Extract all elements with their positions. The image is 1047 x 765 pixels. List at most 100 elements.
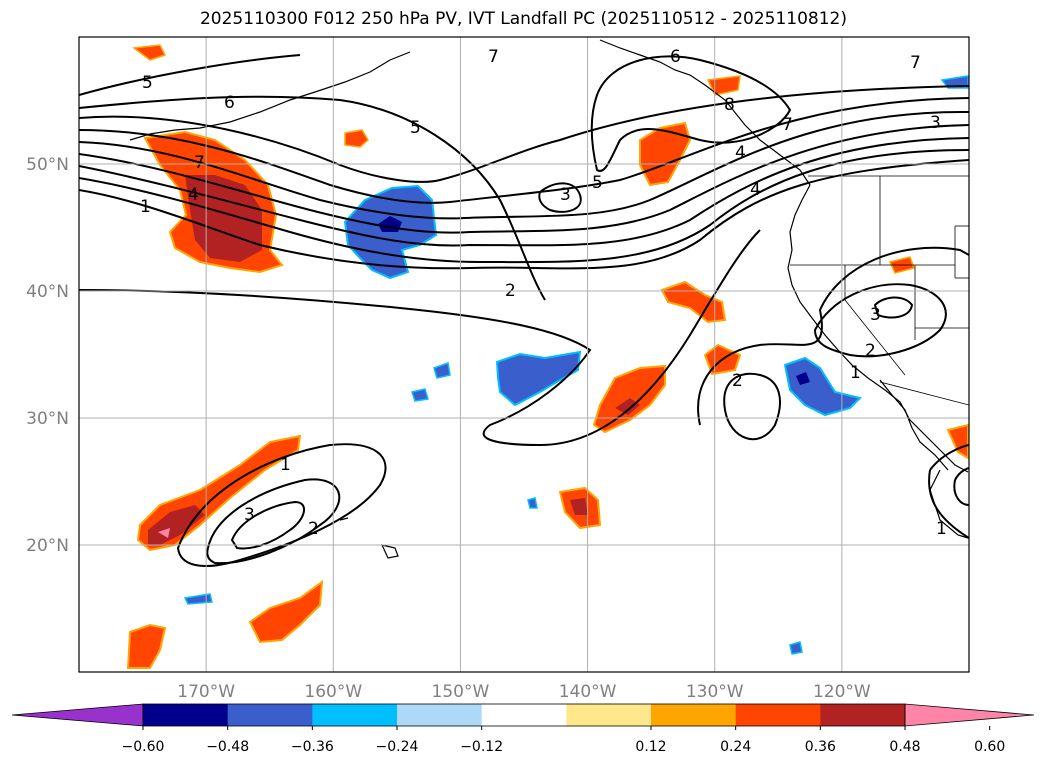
longitude-label: 150°W: [432, 682, 490, 702]
contour-label: 7: [194, 153, 205, 173]
map-frame: [78, 36, 970, 673]
contour-label: 2: [865, 341, 876, 361]
latitude-labels: 50°N 40°N 30°N 20°N: [26, 155, 69, 556]
longitude-label: 120°W: [813, 682, 871, 702]
colorbar-tick-label: 0.36: [805, 739, 836, 755]
contour-label: 4: [735, 143, 746, 163]
pv-positive-core: [615, 398, 640, 415]
colorbar-tick-label: −0.48: [206, 739, 249, 755]
colorbar-tick-label: 0.24: [720, 739, 751, 755]
pv-negative-region: [433, 361, 451, 379]
colorbar-outline: [142, 703, 906, 727]
colorbar-swatch: [566, 704, 652, 726]
contour-line: [813, 283, 947, 358]
contour-label: 1: [280, 455, 291, 475]
colorbar-swatch: [312, 704, 398, 726]
longitude-label: 140°W: [559, 682, 617, 702]
contour-line: [590, 55, 792, 172]
contour-line: [928, 444, 969, 539]
contour-line: [79, 124, 969, 234]
colorbar-swatch: [820, 704, 906, 726]
pv-negative-region: [411, 388, 429, 402]
colorbar-swatch: [143, 704, 229, 726]
map-panel: 5 6 7 4 1 5 7 6 8 7 3 7 4 4 3 5 2 3 2 1: [78, 36, 970, 673]
contour-labels: 5 6 7 4 1 5 7 6 8 7 3 7 4 4 3 5 2 3 2 1: [140, 47, 947, 539]
contour-line: [79, 137, 969, 247]
contour-label: 7: [488, 47, 499, 67]
longitude-label: 170°W: [177, 682, 235, 702]
contour-line: [79, 54, 301, 96]
longitude-label: 130°W: [686, 682, 744, 702]
colorbar-tick-label: 0.48: [889, 739, 920, 755]
contour-line: [79, 97, 969, 204]
contour-label: 2: [308, 519, 319, 539]
contour-label: 1: [936, 519, 947, 539]
colorbar-extend-high: [904, 703, 1035, 727]
colorbar-tick-label: −0.36: [291, 739, 334, 755]
state-border: [844, 299, 906, 376]
baja-coast: [879, 379, 949, 471]
contour-line: [79, 159, 969, 270]
alaska-mainland-coast: [599, 39, 811, 186]
contour-label: 5: [592, 173, 603, 193]
latitude-label: 20°N: [26, 536, 69, 556]
pv-positive-core: [185, 175, 262, 262]
pv-negative-region: [527, 497, 538, 509]
longitude-labels: 170°W 160°W 150°W 140°W 130°W 120°W: [177, 682, 871, 702]
contour-line: [723, 372, 781, 441]
contour-line: [230, 500, 305, 550]
contour-label: 1: [850, 363, 861, 383]
contour-line: [873, 296, 914, 319]
pv-positive-region: [344, 129, 369, 148]
contour-label: 7: [782, 115, 793, 135]
colorbar-swatch: [397, 704, 483, 726]
colorbar-tick-label: −0.24: [376, 739, 419, 755]
contour-label: 4: [188, 185, 199, 205]
contour-label: 6: [670, 47, 681, 67]
longitude-label: 160°W: [304, 682, 362, 702]
colorbar-swatch: [651, 704, 737, 726]
contour-label: 3: [930, 113, 941, 133]
alaska-coast: [129, 51, 411, 141]
graticule: [79, 37, 969, 672]
colorbar-tick-label: −0.60: [122, 739, 165, 755]
ivt-contours: [79, 54, 969, 567]
borders: [790, 175, 969, 406]
contour-line: [79, 110, 969, 220]
contour-label: 4: [750, 180, 761, 200]
pv-positive-region: [946, 423, 969, 460]
latitude-label: 30°N: [26, 409, 69, 429]
latitude-label: 50°N: [26, 155, 69, 175]
colorbar-swatch: [227, 704, 313, 726]
pv-positive-region: [706, 75, 741, 96]
contour-label: 7: [910, 53, 921, 73]
us-mexico-border: [879, 381, 969, 406]
pv-positive-region: [126, 623, 167, 669]
pv-negative-region: [789, 641, 803, 655]
contour-label: 1: [140, 197, 151, 217]
contour-label: 6: [224, 93, 235, 113]
pv-positive-region: [248, 579, 324, 644]
pv-positive-region: [132, 44, 167, 61]
latitude-label: 40°N: [26, 282, 69, 302]
pv-positive-high: [158, 528, 170, 538]
contour-line: [206, 478, 341, 565]
colorbar: −0.60 −0.48 −0.36 −0.24 −0.12 0.12 0.24 0.36 0.4…: [11, 703, 1035, 755]
colorbar-tick-label: −0.12: [460, 739, 503, 755]
contour-line: [79, 229, 761, 447]
north-america-west-coast: [787, 184, 969, 473]
contour-label: 3: [870, 305, 881, 325]
contour-label: 5: [410, 118, 421, 138]
pv-negative-region: [940, 75, 969, 89]
pv-negative-core: [796, 372, 810, 385]
pv-positive-region: [660, 280, 727, 324]
contour-line: [79, 85, 969, 183]
colorbar-swatch: [735, 704, 821, 726]
pv-negative-region: [183, 593, 213, 605]
colorbar-swatch: [481, 704, 567, 726]
contour-label: 2: [732, 371, 743, 391]
contour-line: [79, 95, 546, 301]
contour-label: 3: [244, 505, 255, 525]
contour-label: 5: [142, 73, 153, 93]
